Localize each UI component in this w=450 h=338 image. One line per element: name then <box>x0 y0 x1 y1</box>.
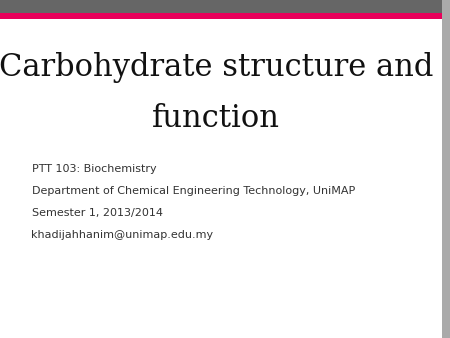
Bar <box>0 0 450 13</box>
Text: Semester 1, 2013/2014: Semester 1, 2013/2014 <box>32 208 162 218</box>
Bar <box>442 0 450 338</box>
Text: function: function <box>152 103 280 134</box>
Bar <box>0 13 450 19</box>
Text: PTT 103: Biochemistry: PTT 103: Biochemistry <box>32 164 156 174</box>
Text: Department of Chemical Engineering Technology, UniMAP: Department of Chemical Engineering Techn… <box>32 186 355 196</box>
Text: khadijahhanim@unimap.edu.my: khadijahhanim@unimap.edu.my <box>32 230 214 240</box>
Text: Carbohydrate structure and: Carbohydrate structure and <box>0 52 433 83</box>
